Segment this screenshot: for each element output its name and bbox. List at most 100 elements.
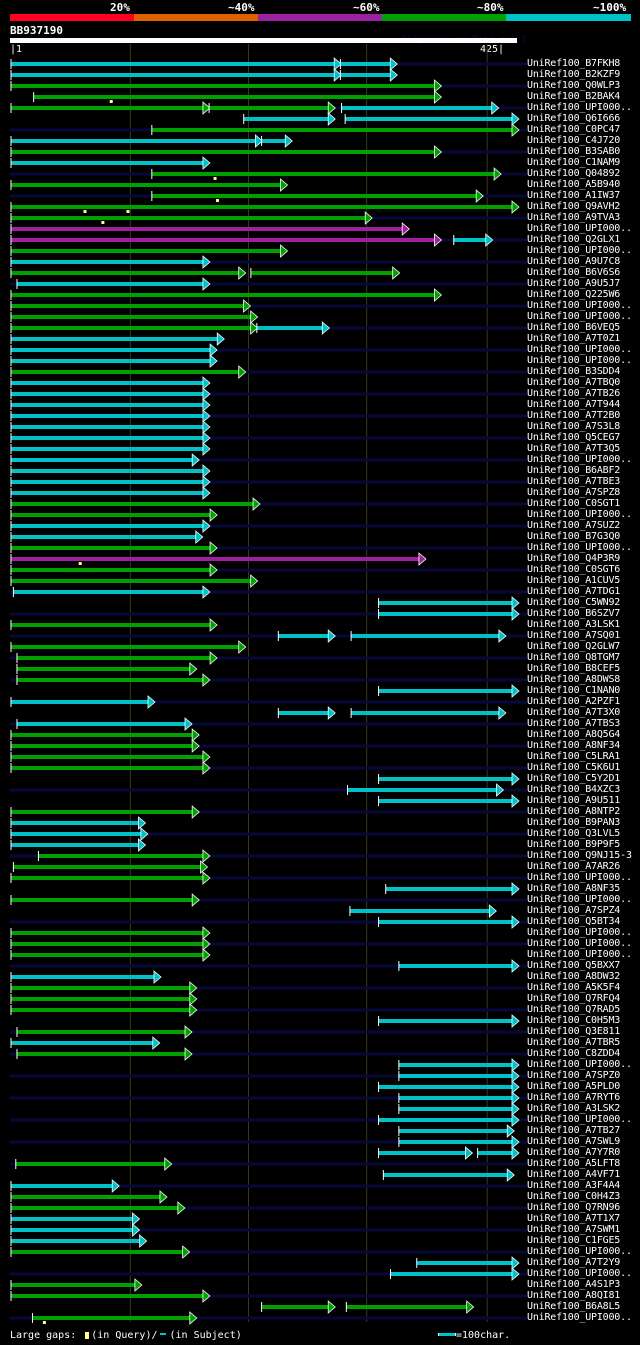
hit-label[interactable]: UniRef100_B3SAB0 bbox=[527, 146, 621, 157]
hit-label[interactable]: UniRef100_A8NF34 bbox=[527, 740, 621, 751]
hit-label[interactable]: UniRef100_Q9AVH2 bbox=[527, 201, 621, 212]
hit-label[interactable]: UniRef100_A8QI81 bbox=[527, 1290, 621, 1301]
hit-label[interactable]: UniRef100_A7T3X0 bbox=[527, 707, 621, 718]
hit-label[interactable]: UniRef100_UPI000.. bbox=[527, 894, 632, 905]
hit-label[interactable]: UniRef100_A3LSK2 bbox=[527, 1103, 621, 1114]
hit-label[interactable]: UniRef100_C0H4Z3 bbox=[527, 1191, 621, 1202]
hit-label[interactable]: UniRef100_A7SPZ0 bbox=[527, 1070, 621, 1081]
hit-label[interactable]: UniRef100_A5PLD0 bbox=[527, 1081, 621, 1092]
hit-label[interactable]: UniRef100_UPI000.. bbox=[527, 1059, 632, 1070]
hit-label[interactable]: UniRef100_UPI000.. bbox=[527, 223, 632, 234]
hit-label[interactable]: UniRef100_A8NTP2 bbox=[527, 806, 621, 817]
hit-label[interactable]: UniRef100_B6V6S6 bbox=[527, 267, 621, 278]
hit-label[interactable]: UniRef100_B7G3Q0 bbox=[527, 531, 621, 542]
hit-label[interactable]: UniRef100_C5LRA1 bbox=[527, 751, 621, 762]
hit-label[interactable]: UniRef100_B4XZC3 bbox=[527, 784, 621, 795]
hit-label[interactable]: UniRef100_C8ZDD4 bbox=[527, 1048, 621, 1059]
hit-label[interactable]: UniRef100_A7RYT6 bbox=[527, 1092, 621, 1103]
hit-label[interactable]: UniRef100_A9U511 bbox=[527, 795, 621, 806]
hit-label[interactable]: UniRef100_A8NF35 bbox=[527, 883, 621, 894]
hit-label[interactable]: UniRef100_Q5CEG7 bbox=[527, 432, 621, 443]
hit-label[interactable]: UniRef100_UPI000.. bbox=[527, 300, 632, 311]
hit-label[interactable]: UniRef100_A7T2B0 bbox=[527, 410, 621, 421]
hit-label[interactable]: UniRef100_Q3LVL5 bbox=[527, 828, 621, 839]
hit-label[interactable]: UniRef100_A7TBQ0 bbox=[527, 377, 621, 388]
hit-label[interactable]: UniRef100_C5K6U1 bbox=[527, 762, 621, 773]
hit-label[interactable]: UniRef100_A7AR26 bbox=[527, 861, 621, 872]
hit-label[interactable]: UniRef100_UPI000.. bbox=[527, 542, 632, 553]
hit-label[interactable]: UniRef100_B6ABF2 bbox=[527, 465, 621, 476]
hit-label[interactable]: UniRef100_A7TB27 bbox=[527, 1125, 621, 1136]
hit-label[interactable]: UniRef100_A7T944 bbox=[527, 399, 621, 410]
hit-label[interactable]: UniRef100_A9TVA3 bbox=[527, 212, 621, 223]
hit-label[interactable]: UniRef100_A3LSK1 bbox=[527, 619, 621, 630]
hit-label[interactable]: UniRef100_UPI000.. bbox=[527, 311, 632, 322]
hit-label[interactable]: UniRef100_A1CUV5 bbox=[527, 575, 621, 586]
hit-label[interactable]: UniRef100_UPI000.. bbox=[527, 1312, 632, 1323]
hit-label[interactable]: UniRef100_C0SGT6 bbox=[527, 564, 621, 575]
hit-label[interactable]: UniRef100_A7Y7R0 bbox=[527, 1147, 621, 1158]
hit-label[interactable]: UniRef100_Q5BT34 bbox=[527, 916, 621, 927]
hit-label[interactable]: UniRef100_A7T0Z1 bbox=[527, 333, 621, 344]
hit-label[interactable]: UniRef100_A7SPZ4 bbox=[527, 905, 621, 916]
hit-label[interactable]: UniRef100_UPI000.. bbox=[527, 1268, 632, 1279]
hit-label[interactable]: UniRef100_A9U5J7 bbox=[527, 278, 621, 289]
hit-label[interactable]: UniRef100_C5WN92 bbox=[527, 597, 621, 608]
hit-label[interactable]: UniRef100_UPI000.. bbox=[527, 1246, 632, 1257]
hit-label[interactable]: UniRef100_B6A8L5 bbox=[527, 1301, 621, 1312]
hit-label[interactable]: UniRef100_A7TBR5 bbox=[527, 1037, 621, 1048]
hit-label[interactable]: UniRef100_Q3E811 bbox=[527, 1026, 621, 1037]
hit-label[interactable]: UniRef100_UPI000.. bbox=[527, 927, 632, 938]
hit-label[interactable]: UniRef100_A7SPZ8 bbox=[527, 487, 621, 498]
hit-label[interactable]: UniRef100_A8Q5G4 bbox=[527, 729, 621, 740]
hit-label[interactable]: UniRef100_C0H5M3 bbox=[527, 1015, 621, 1026]
hit-label[interactable]: UniRef100_A8DWS8 bbox=[527, 674, 621, 685]
hit-label[interactable]: UniRef100_UPI000.. bbox=[527, 355, 632, 366]
hit-label[interactable]: UniRef100_C0SGT1 bbox=[527, 498, 621, 509]
hit-label[interactable]: UniRef100_Q7RFQ4 bbox=[527, 993, 621, 1004]
hit-label[interactable]: UniRef100_A7T1X7 bbox=[527, 1213, 621, 1224]
hit-label[interactable]: UniRef100_B6SZV7 bbox=[527, 608, 621, 619]
hit-label[interactable]: UniRef100_Q2GLW7 bbox=[527, 641, 621, 652]
hit-label[interactable]: UniRef100_A7TB26 bbox=[527, 388, 621, 399]
hit-label[interactable]: UniRef100_A5K5F4 bbox=[527, 982, 621, 993]
hit-label[interactable]: UniRef100_C4J720 bbox=[527, 135, 621, 146]
hit-label[interactable]: UniRef100_A7T2Y9 bbox=[527, 1257, 621, 1268]
hit-label[interactable]: UniRef100_C5Y2D1 bbox=[527, 773, 621, 784]
hit-label[interactable]: UniRef100_A4S1P3 bbox=[527, 1279, 621, 1290]
hit-label[interactable]: UniRef100_A2PZF1 bbox=[527, 696, 621, 707]
hit-label[interactable]: UniRef100_B3SDD4 bbox=[527, 366, 621, 377]
hit-label[interactable]: UniRef100_UPI000.. bbox=[527, 872, 632, 883]
hit-label[interactable]: UniRef100_UPI000.. bbox=[527, 1114, 632, 1125]
hit-label[interactable]: UniRef100_A7TDG1 bbox=[527, 586, 621, 597]
hit-label[interactable]: UniRef100_Q0WLP3 bbox=[527, 80, 621, 91]
hit-label[interactable]: UniRef100_A7TBE3 bbox=[527, 476, 621, 487]
hit-label[interactable]: UniRef100_Q6I666 bbox=[527, 113, 621, 124]
hit-label[interactable]: UniRef100_UPI000.. bbox=[527, 245, 632, 256]
hit-label[interactable]: UniRef100_A3F4A4 bbox=[527, 1180, 621, 1191]
hit-label[interactable]: UniRef100_UPI000.. bbox=[527, 938, 632, 949]
hit-label[interactable]: UniRef100_A7S3L8 bbox=[527, 421, 621, 432]
hit-label[interactable]: UniRef100_A7SWL9 bbox=[527, 1136, 621, 1147]
hit-label[interactable]: UniRef100_UPI000.. bbox=[527, 344, 632, 355]
hit-label[interactable]: UniRef100_A8DW32 bbox=[527, 971, 621, 982]
hit-label[interactable]: UniRef100_C0PC47 bbox=[527, 124, 621, 135]
hit-label[interactable]: UniRef100_C1NAN0 bbox=[527, 685, 621, 696]
hit-label[interactable]: UniRef100_Q2GLX1 bbox=[527, 234, 621, 245]
hit-label[interactable]: UniRef100_Q5BXX7 bbox=[527, 960, 621, 971]
hit-label[interactable]: UniRef100_A5B940 bbox=[527, 179, 621, 190]
hit-label[interactable]: UniRef100_A7SUZ2 bbox=[527, 520, 621, 531]
hit-label[interactable]: UniRef100_UPI000.. bbox=[527, 102, 632, 113]
hit-label[interactable]: UniRef100_A4VF71 bbox=[527, 1169, 621, 1180]
hit-label[interactable]: UniRef100_B9PAN3 bbox=[527, 817, 621, 828]
hit-label[interactable]: UniRef100_Q7RAD5 bbox=[527, 1004, 621, 1015]
hit-label[interactable]: UniRef100_A7T3Q5 bbox=[527, 443, 621, 454]
hit-label[interactable]: UniRef100_A9U7C8 bbox=[527, 256, 621, 267]
hit-label[interactable]: UniRef100_C1FGE5 bbox=[527, 1235, 621, 1246]
hit-label[interactable]: UniRef100_B9P9F5 bbox=[527, 839, 621, 850]
hit-label[interactable]: UniRef100_Q7RN96 bbox=[527, 1202, 621, 1213]
hit-label[interactable]: UniRef100_B2KZF9 bbox=[527, 69, 621, 80]
hit-label[interactable]: UniRef100_A7SQ01 bbox=[527, 630, 621, 641]
hit-label[interactable]: UniRef100_A7TBS3 bbox=[527, 718, 621, 729]
hit-label[interactable]: UniRef100_Q04892 bbox=[527, 168, 621, 179]
